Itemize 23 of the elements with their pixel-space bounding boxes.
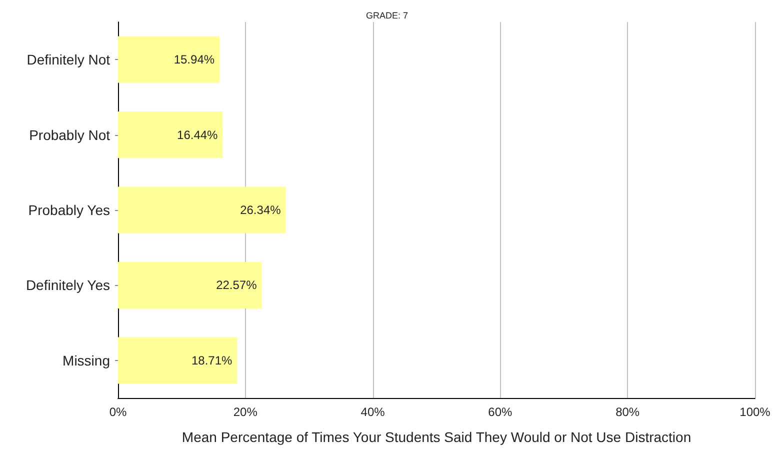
data-label: 22.57% (216, 278, 258, 292)
data-label: 18.71% (191, 353, 233, 368)
data-label: 16.44% (177, 128, 218, 142)
data-label: 15.94% (174, 52, 215, 67)
y-tick-label: Definitely Not (26, 52, 110, 68)
x-axis-title: Mean Percentage of Times Your Students Said They Would or Not Use Distraction (182, 429, 692, 445)
x-tick-label: 20% (233, 405, 258, 419)
x-tick-label: 80% (616, 405, 640, 419)
bar (118, 186, 286, 234)
bar (118, 111, 223, 158)
x-tick-label: 60% (488, 405, 513, 419)
bar (118, 262, 262, 309)
y-tick-label: Missing (62, 352, 110, 368)
y-tick-label: Probably Yes (28, 202, 110, 218)
bar (118, 337, 238, 384)
y-tick-label: Definitely Yes (26, 277, 110, 294)
bar (118, 36, 220, 83)
x-tick-label: 40% (360, 405, 386, 419)
data-label: 26.34% (240, 203, 282, 217)
chart-title: GRADE: 7 (366, 10, 408, 20)
y-tick-label: Probably Not (29, 126, 110, 143)
x-tick-label: 100% (740, 405, 771, 419)
x-tick-label: 0% (109, 405, 127, 419)
